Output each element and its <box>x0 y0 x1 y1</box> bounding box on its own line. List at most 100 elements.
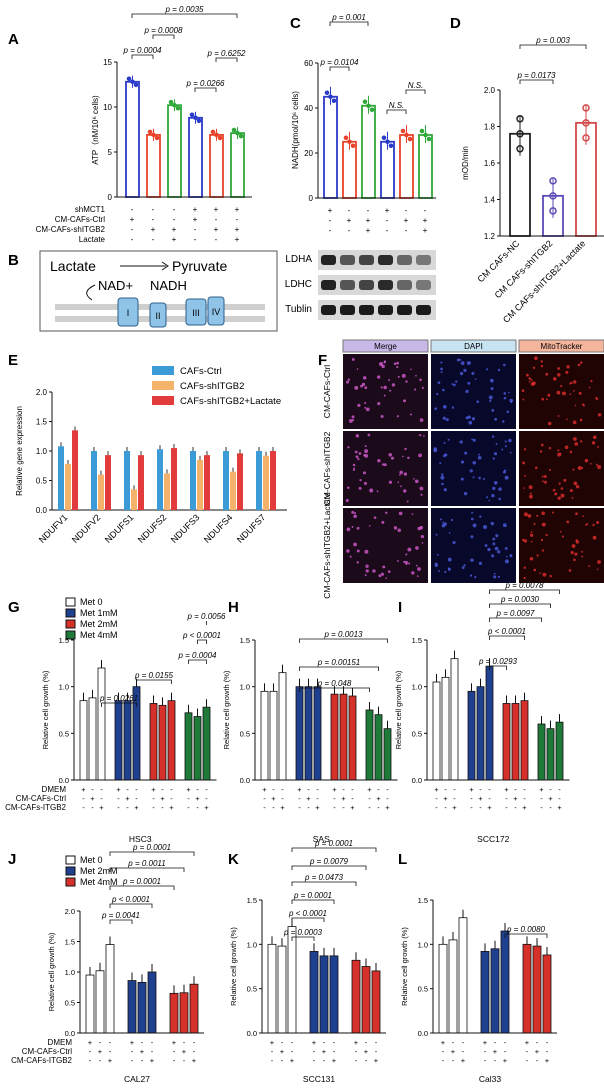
panel-f-cell-dot <box>447 438 450 441</box>
panel-i-tick-label: 0.5 <box>412 729 422 738</box>
panel-f-cell-dot <box>560 385 563 388</box>
panel-k-sign: + <box>280 1047 285 1056</box>
panel-f-cell-dot <box>589 462 592 465</box>
panel-f-cell-dot <box>582 515 584 517</box>
panel-f-cell-dot <box>351 357 355 361</box>
panel-k-bar <box>267 943 277 1034</box>
panel-e-bar <box>270 451 276 510</box>
panel-label-d: D <box>450 15 461 32</box>
panel-g-legend-label: Met 4mM <box>80 630 118 640</box>
panel-j-sign: - <box>89 1047 92 1056</box>
panel-f-cell-dot <box>353 514 357 519</box>
panel-l: 0.0 0.5 1.0 1.5 Relative cell growth (%) p = … <box>400 896 557 1084</box>
panel-f-cell-dot <box>554 492 558 496</box>
panel-i-tick-label: 0.0 <box>412 776 422 785</box>
blot-band <box>416 280 431 290</box>
panel-k-bar <box>309 951 319 1034</box>
panel-c-tick-label: 0 <box>309 194 314 203</box>
panel-a-tick-label: 0 <box>108 193 113 202</box>
panel-f-cell-dot <box>396 415 399 418</box>
panel-g-sign: + <box>90 794 95 803</box>
panel-k-sign: - <box>333 1038 336 1047</box>
panel-a-sign: - <box>236 215 239 224</box>
panel-f-cell-dot <box>557 367 561 370</box>
panel-f-cell-dot <box>548 468 552 472</box>
panel-k-sign: - <box>365 1038 368 1047</box>
panel-i-sign: - <box>453 794 456 803</box>
panel-h-bar <box>339 693 348 781</box>
panel-a-sign: + <box>235 205 240 214</box>
panel-k-bar <box>371 970 381 1034</box>
panel-g-bar <box>184 712 193 781</box>
panel-f-cell-dot <box>498 497 501 501</box>
panel-i-sign: - <box>523 794 526 803</box>
panel-a-tick-label: 5 <box>108 148 113 157</box>
panel-f-cell-dot <box>440 371 443 374</box>
panel-f-cell-dot <box>471 438 474 441</box>
panel-l-sign: - <box>494 1056 497 1065</box>
panel-c-bar <box>380 140 395 199</box>
panel-i-sign: - <box>488 794 491 803</box>
panel-l-sign: + <box>441 1038 446 1047</box>
panel-g-bar <box>167 700 176 781</box>
panel-c-point <box>343 135 349 141</box>
panel-d-category-label: CM CAFs-shITGB2 <box>493 238 555 300</box>
panel-a-point <box>154 135 160 141</box>
panel-c-sign: - <box>329 216 332 225</box>
panel-f-cell-dot <box>596 520 600 524</box>
panel-k-sign: - <box>323 1056 326 1065</box>
panel-f-cell-dot <box>381 520 385 524</box>
panel-f-cell-dot <box>346 527 351 532</box>
panel-i-bar <box>476 686 485 781</box>
panel-k-sign: - <box>281 1056 284 1065</box>
panel-f-cell-dot <box>548 446 552 450</box>
panel-f-cell-dot <box>364 445 367 448</box>
complex-1-icon <box>117 297 139 327</box>
panel-g-sign: - <box>196 785 199 794</box>
panel-f-cell-dot <box>581 555 584 558</box>
panel-g-sign: - <box>117 794 120 803</box>
panel-l-x-label: Cal33 <box>479 1074 501 1084</box>
panel-f-cell-dot <box>378 574 382 578</box>
panel-f-cell-dot <box>547 421 552 426</box>
panel-f-cell-dot <box>595 463 598 466</box>
panel-f-cell-dot <box>575 485 580 489</box>
panel-f-cell-dot <box>445 418 449 422</box>
panel-j-tick-label: 2.0 <box>65 907 75 916</box>
panel-i-bar <box>441 676 450 781</box>
panel-j-sign: + <box>98 1047 103 1056</box>
panel-h-sign: - <box>377 803 380 812</box>
panel-f-cell-dot <box>468 420 473 425</box>
panel-f-cell-dot <box>364 406 367 409</box>
panel-f-cell-dot <box>435 533 438 536</box>
panel-i-bar <box>520 700 529 781</box>
panel-f-cell-dot <box>504 475 509 480</box>
panel-f-cell-dot <box>501 448 504 451</box>
panel-f-cell-dot <box>539 572 541 574</box>
panel-f-cell-dot <box>547 393 551 397</box>
panel-j-row-label: CM-CAFs-Ctrl <box>22 1047 72 1056</box>
panel-d-tick-label: 2.0 <box>484 86 496 95</box>
panel-e-bar <box>171 448 177 510</box>
panel-c-sign: + <box>328 206 333 215</box>
panel-a-sign: - <box>215 235 218 244</box>
panel-h-sign: + <box>262 785 267 794</box>
panel-c-bracket <box>329 66 350 71</box>
panel-k-bracket <box>291 865 367 870</box>
panel-f-cell-dot <box>407 547 412 552</box>
panel-a-sign: - <box>173 205 176 214</box>
panel-l-bar <box>542 954 552 1034</box>
panel-f-cell-dot <box>399 470 403 475</box>
panel-f-cell-dot <box>522 398 525 401</box>
panel-f-cell-dot <box>541 397 544 401</box>
panel-f-cell-dot <box>417 526 421 531</box>
panel-f-cell-dot <box>404 447 407 451</box>
panel-f-cell-dot <box>383 385 387 390</box>
complex-label: III <box>192 308 200 318</box>
panel-f-cell-dot <box>552 488 556 492</box>
panel-f-cell-dot <box>448 532 451 534</box>
panel-f-cell-dot <box>502 470 506 474</box>
panel-h-sign: - <box>342 803 345 812</box>
panel-a-bar <box>167 104 182 198</box>
